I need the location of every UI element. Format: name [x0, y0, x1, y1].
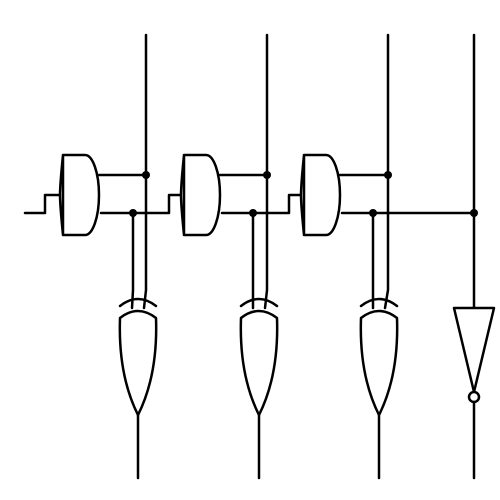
xor-back-curve	[118, 297, 158, 308]
carry-wire	[99, 193, 186, 215]
and-gate	[58, 153, 101, 237]
xor-gate	[239, 309, 279, 417]
not-bubble	[467, 390, 481, 404]
xor-input-wire-a	[130, 211, 135, 310]
xor-back-curve	[239, 297, 279, 308]
and-gate	[179, 153, 222, 237]
xor-input-wire-b	[383, 173, 390, 310]
and-gate	[299, 153, 342, 237]
xor-gate	[118, 309, 158, 417]
carry-wire	[220, 193, 306, 215]
xor-input-wire-b	[142, 173, 148, 310]
xor-input-wire-b	[263, 173, 269, 310]
xor-gate	[359, 309, 399, 417]
xor-back-curve	[359, 297, 399, 308]
input-wire-start	[23, 193, 65, 215]
not-gate	[452, 306, 496, 394]
